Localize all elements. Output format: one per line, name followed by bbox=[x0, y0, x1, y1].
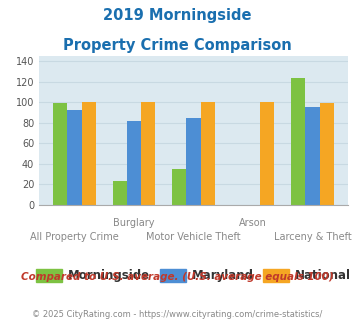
Bar bbox=[127, 121, 141, 205]
Text: 2019 Morningside: 2019 Morningside bbox=[103, 8, 252, 23]
Bar bbox=[305, 107, 320, 205]
Text: © 2025 CityRating.com - https://www.cityrating.com/crime-statistics/: © 2025 CityRating.com - https://www.city… bbox=[32, 310, 323, 319]
Bar bbox=[141, 102, 155, 205]
Bar bbox=[113, 181, 127, 205]
Text: Burglary: Burglary bbox=[113, 218, 155, 228]
Text: Arson: Arson bbox=[239, 218, 267, 228]
Bar bbox=[320, 103, 334, 205]
Text: Motor Vehicle Theft: Motor Vehicle Theft bbox=[146, 232, 241, 242]
Text: Property Crime Comparison: Property Crime Comparison bbox=[63, 38, 292, 53]
Bar bbox=[53, 103, 67, 205]
Legend: Morningside, Maryland, National: Morningside, Maryland, National bbox=[32, 264, 355, 287]
Bar bbox=[186, 117, 201, 205]
Bar bbox=[291, 78, 305, 205]
Bar bbox=[67, 110, 82, 205]
Bar bbox=[201, 102, 215, 205]
Bar bbox=[260, 102, 274, 205]
Text: Compared to U.S. average. (U.S. average equals 100): Compared to U.S. average. (U.S. average … bbox=[21, 272, 334, 282]
Bar bbox=[82, 102, 96, 205]
Text: All Property Crime: All Property Crime bbox=[30, 232, 119, 242]
Text: Larceny & Theft: Larceny & Theft bbox=[274, 232, 351, 242]
Bar bbox=[172, 169, 186, 205]
